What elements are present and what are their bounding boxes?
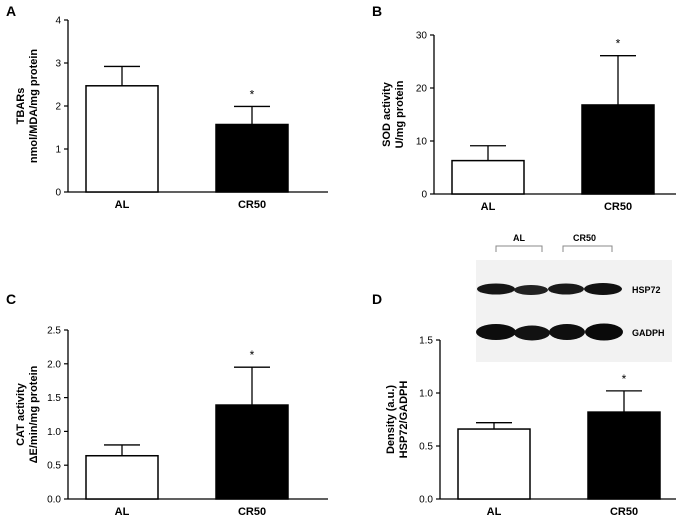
- y-tick-label: 1.5: [47, 393, 61, 404]
- western-blot: AL CR50 HSP72 GADPH: [476, 233, 672, 362]
- panel-letter-d: D: [372, 291, 382, 307]
- y-tick-label: 2: [55, 102, 61, 113]
- y-tick-label: 20: [416, 84, 428, 95]
- y-axis-label-line: nmol/MDA/mg protein: [28, 49, 40, 164]
- bar-al: [457, 428, 531, 500]
- y-axis-label: Density (a.u.)HSP72/GADPH: [385, 381, 410, 459]
- category-label: AL: [115, 199, 130, 211]
- y-tick-label: 0.0: [47, 495, 61, 506]
- panel-letter-c: C: [6, 291, 16, 307]
- panel-letter-a: A: [6, 3, 16, 19]
- y-axis-label-line: ΔE/min/mg protein: [28, 365, 40, 463]
- bar-cr50: [215, 123, 289, 193]
- y-tick-label: 1.0: [419, 389, 433, 400]
- significance-marker: *: [250, 348, 255, 362]
- blot-group-label: AL: [513, 233, 525, 243]
- y-tick-label: 30: [416, 31, 428, 42]
- chart-panel-d: 0.0 0.5 1.0 1.5 Density (a.u.)HSP72/GADPH AL C…: [385, 336, 676, 516]
- blot-group-label: CR50: [573, 233, 596, 243]
- y-axis-label: CAT activityΔE/min/mg protein: [15, 365, 40, 463]
- y-axis-label-line: HSP72/GADPH: [398, 381, 410, 459]
- y-axis-label: SOD activityU/mg protein: [381, 80, 406, 148]
- bar-cr50: [581, 104, 655, 195]
- blot-background: [476, 260, 672, 362]
- y-axis-label: TBARsnmol/MDA/mg protein: [15, 49, 40, 164]
- blot-bracket-cr50: [562, 245, 613, 252]
- y-tick-label: 1: [55, 145, 61, 156]
- significance-marker: *: [622, 372, 627, 386]
- blot-row-label: GADPH: [632, 328, 665, 338]
- bar-al: [451, 159, 525, 195]
- category-label: CR50: [238, 506, 266, 516]
- category-label: CR50: [610, 506, 638, 516]
- category-label: AL: [487, 506, 502, 516]
- bar-al: [85, 454, 159, 500]
- blot-band: [549, 324, 585, 340]
- y-axis-label-line: SOD activity: [381, 81, 393, 147]
- blot-band: [476, 324, 516, 340]
- blot-band: [585, 323, 623, 341]
- blot-band: [548, 283, 584, 295]
- significance-marker: *: [616, 37, 621, 51]
- category-label: CR50: [604, 201, 632, 213]
- y-axis-label-line: U/mg protein: [394, 80, 406, 148]
- y-tick-label: 1.0: [47, 427, 61, 438]
- y-tick-label: 0.5: [47, 461, 61, 472]
- chart-panel-b: 0 10 20 30 SOD activityU/mg protein AL CR50 *: [381, 31, 676, 213]
- panel-letter-b: B: [372, 3, 382, 19]
- bar-cr50: [215, 404, 289, 500]
- y-tick-label: 2.5: [47, 326, 61, 337]
- blot-band: [514, 325, 550, 341]
- category-label: AL: [481, 201, 496, 213]
- y-tick-label: 0.0: [419, 495, 433, 506]
- y-tick-label: 1.5: [419, 336, 433, 347]
- y-tick-label: 0: [55, 188, 61, 199]
- chart-panel-a: 0 1 2 3 4 TBARsnmol/MDA/mg protein AL CR50 *: [15, 16, 328, 211]
- blot-band: [477, 283, 515, 295]
- y-axis-label-line: CAT activity: [15, 382, 27, 446]
- category-label: AL: [115, 506, 130, 516]
- y-tick-label: 10: [416, 137, 428, 148]
- bar-al: [85, 85, 159, 193]
- blot-bracket-al: [495, 245, 543, 252]
- y-axis-label-line: TBARs: [15, 88, 27, 125]
- y-tick-label: 0: [421, 190, 427, 201]
- y-tick-label: 4: [55, 16, 61, 27]
- chart-panel-c: 0.0 0.5 1.0 1.5 2.0 2.5 CAT activityΔE/min/mg …: [15, 326, 328, 516]
- blot-band: [514, 285, 548, 295]
- y-tick-label: 0.5: [419, 442, 433, 453]
- significance-marker: *: [250, 87, 255, 101]
- blot-row-label: HSP72: [632, 285, 661, 295]
- blot-band: [584, 283, 622, 295]
- category-label: CR50: [238, 199, 266, 211]
- y-tick-label: 2.0: [47, 359, 61, 370]
- y-tick-label: 3: [55, 59, 61, 70]
- y-axis-label-line: Density (a.u.): [385, 385, 397, 454]
- bar-cr50: [587, 411, 661, 500]
